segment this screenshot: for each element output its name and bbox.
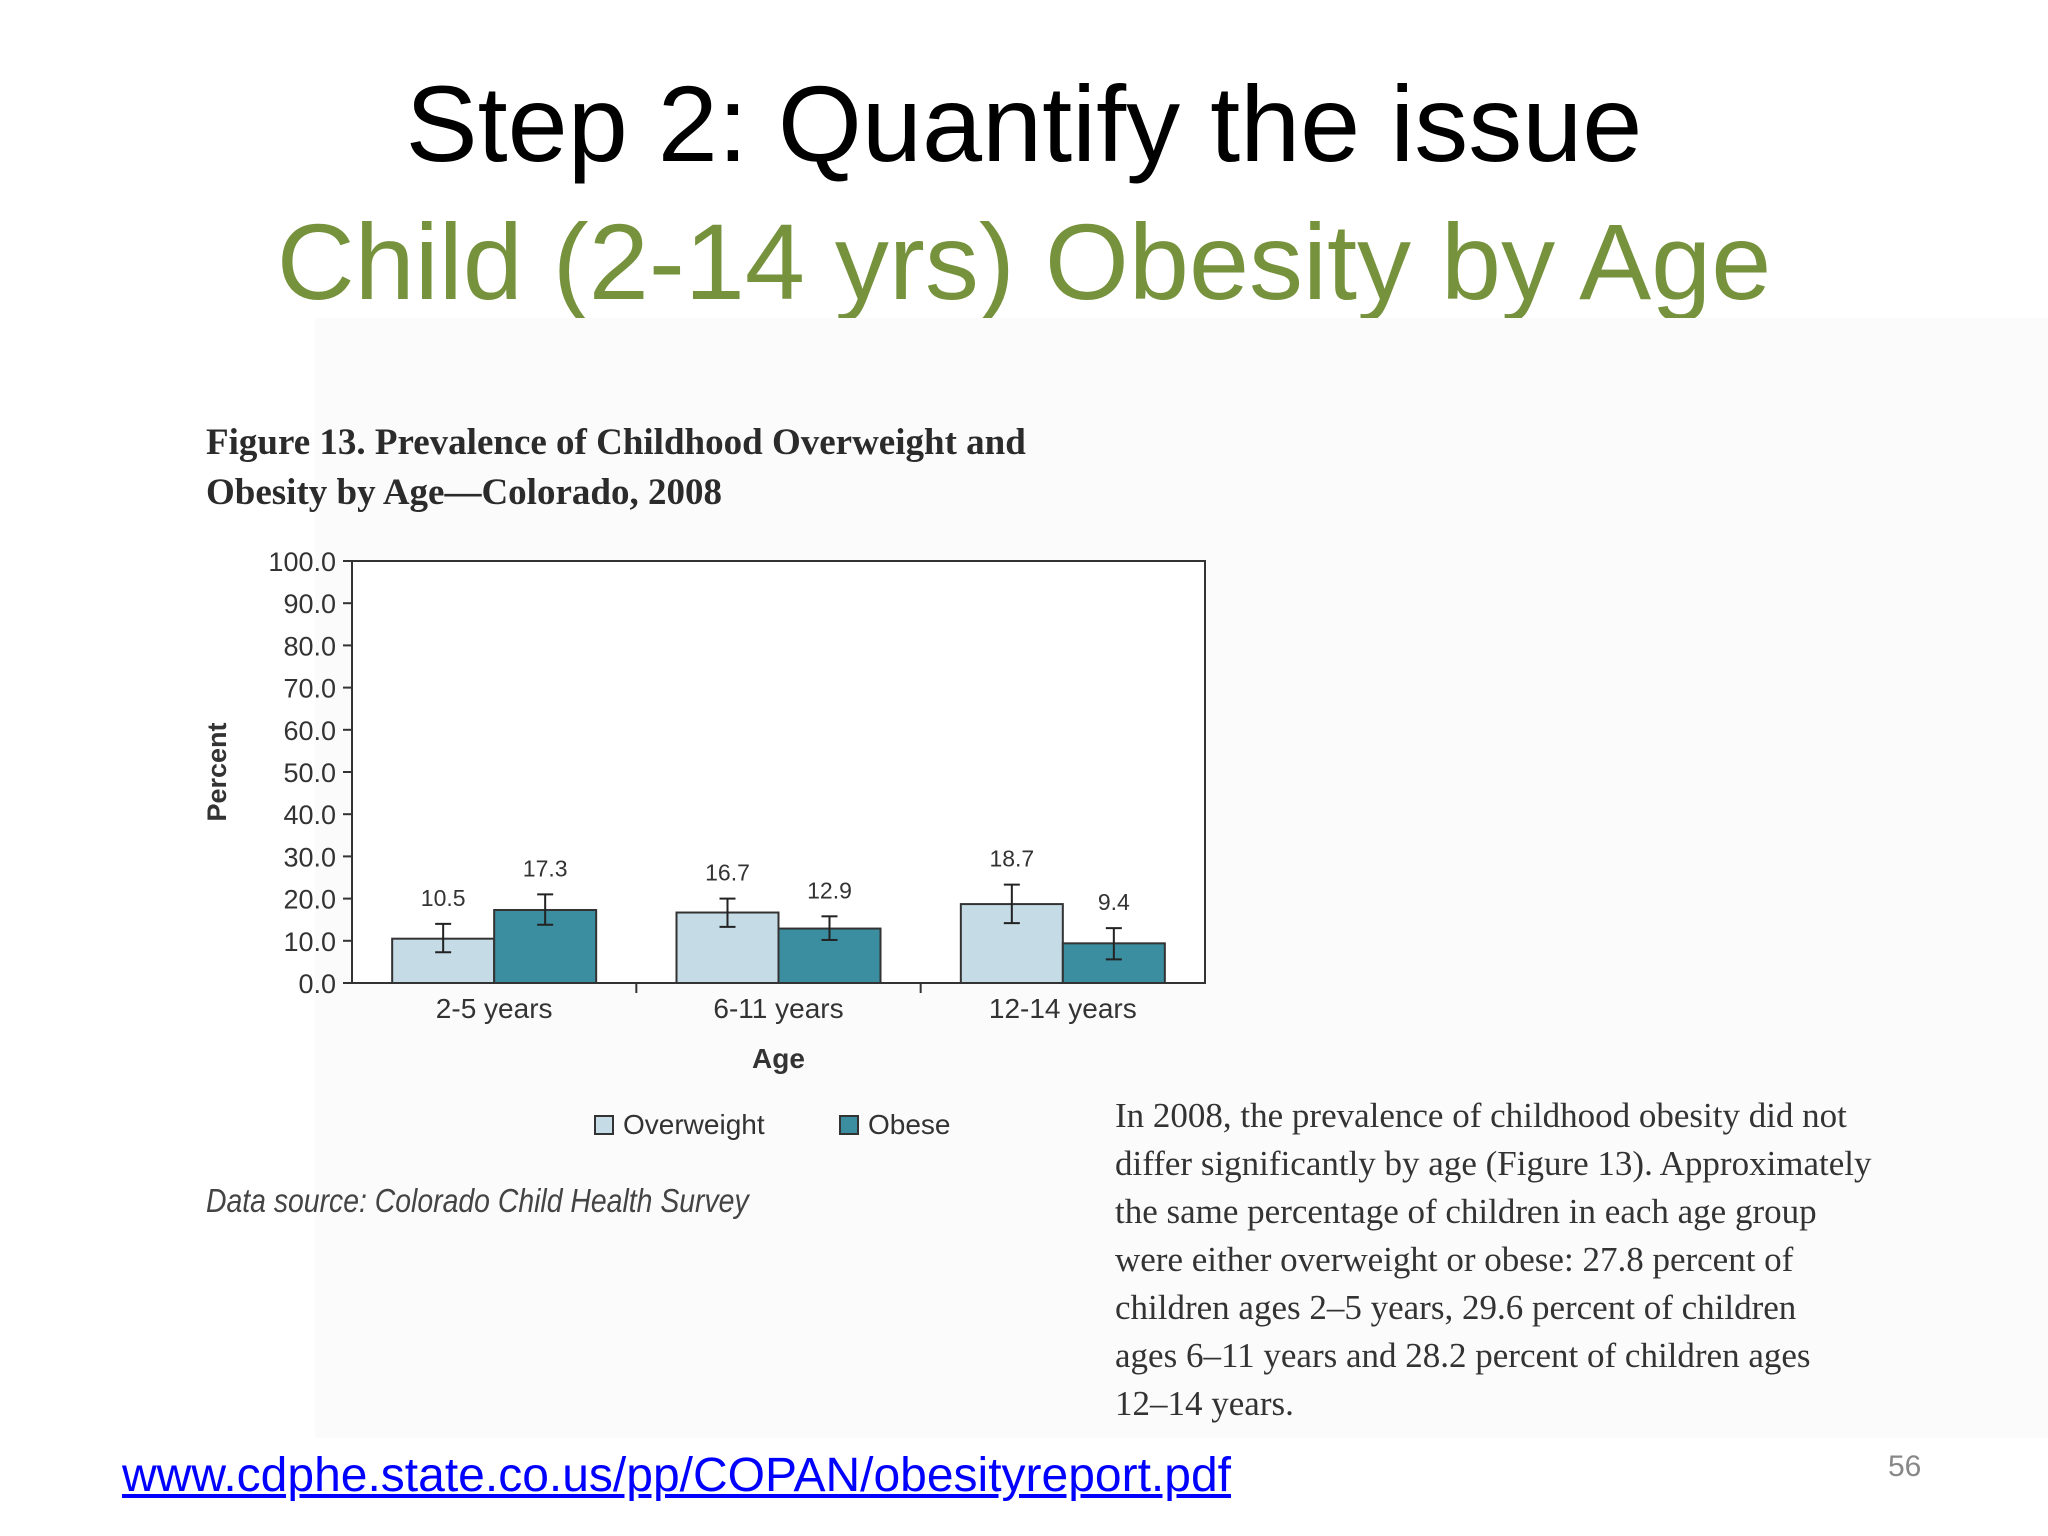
body-text-line: differ significantly by age (Figure 13).… — [1115, 1144, 1872, 1183]
source-report-link[interactable]: www.cdphe.state.co.us/pp/COPAN/obesityre… — [122, 1449, 1231, 1502]
y-tick-label: 90.0 — [283, 589, 336, 619]
data-label: 9.4 — [1098, 889, 1130, 915]
data-label: 10.5 — [421, 885, 466, 911]
body-text-line: ages 6–11 years and 28.2 percent of chil… — [1115, 1336, 1811, 1375]
body-text-line: In 2008, the prevalence of childhood obe… — [1115, 1096, 1847, 1135]
y-tick-label: 20.0 — [283, 885, 336, 915]
figure-caption: Figure 13. Prevalence of Childhood Overw… — [206, 418, 1266, 518]
y-tick-label: 10.0 — [283, 927, 336, 957]
body-text: In 2008, the prevalence of childhood obe… — [1115, 1092, 2015, 1428]
slide-title: Step 2: Quantify the issue — [405, 63, 1643, 184]
y-tick-label: 60.0 — [283, 716, 336, 746]
data-label: 12.9 — [807, 877, 852, 903]
slide-subtitle: Child (2-14 yrs) Obesity by Age — [276, 201, 1772, 322]
legend-swatch-overweight — [594, 1115, 614, 1135]
page-number: 56 — [1888, 1450, 1922, 1483]
x-tick-label: 12-14 years — [989, 993, 1137, 1024]
data-label: 17.3 — [523, 855, 568, 881]
x-axis-label: Age — [752, 1043, 805, 1074]
legend-label-overweight: Overweight — [623, 1109, 765, 1140]
x-tick-label: 6-11 years — [713, 993, 843, 1024]
data-label: 16.7 — [705, 860, 750, 886]
figure-caption-line-1: Figure 13. Prevalence of Childhood Overw… — [206, 422, 1026, 463]
y-tick-label: 50.0 — [283, 758, 336, 788]
data-source-note: Data source: Colorado Child Health Surve… — [206, 1182, 749, 1219]
y-axis-label: Percent — [202, 722, 232, 821]
body-text-line: children ages 2–5 years, 29.6 percent of… — [1115, 1288, 1797, 1327]
y-tick-label: 30.0 — [283, 842, 336, 872]
bar-chart: 0.0 10.0 20.0 30.0 40.0 50.0 60.0 70.0 80.0 90.0 1… — [202, 547, 1206, 1140]
data-label: 18.7 — [989, 846, 1034, 872]
y-tick-label: 70.0 — [283, 674, 336, 704]
figure-caption-line-2: Obesity by Age—Colorado, 2008 — [206, 472, 722, 513]
body-text-line: were either overweight or obese: 27.8 pe… — [1115, 1240, 1794, 1279]
x-tick-label: 2-5 years — [436, 993, 553, 1024]
body-text-line: 12–14 years. — [1115, 1384, 1294, 1423]
body-text-line: the same percentage of children in each … — [1115, 1192, 1817, 1231]
y-tick-label: 0.0 — [298, 969, 336, 999]
y-tick-label: 40.0 — [283, 800, 336, 830]
legend-label-obese: Obese — [868, 1109, 951, 1140]
y-tick-label: 80.0 — [283, 631, 336, 661]
legend-swatch-obese — [839, 1115, 859, 1135]
y-tick-label: 100.0 — [268, 547, 336, 577]
